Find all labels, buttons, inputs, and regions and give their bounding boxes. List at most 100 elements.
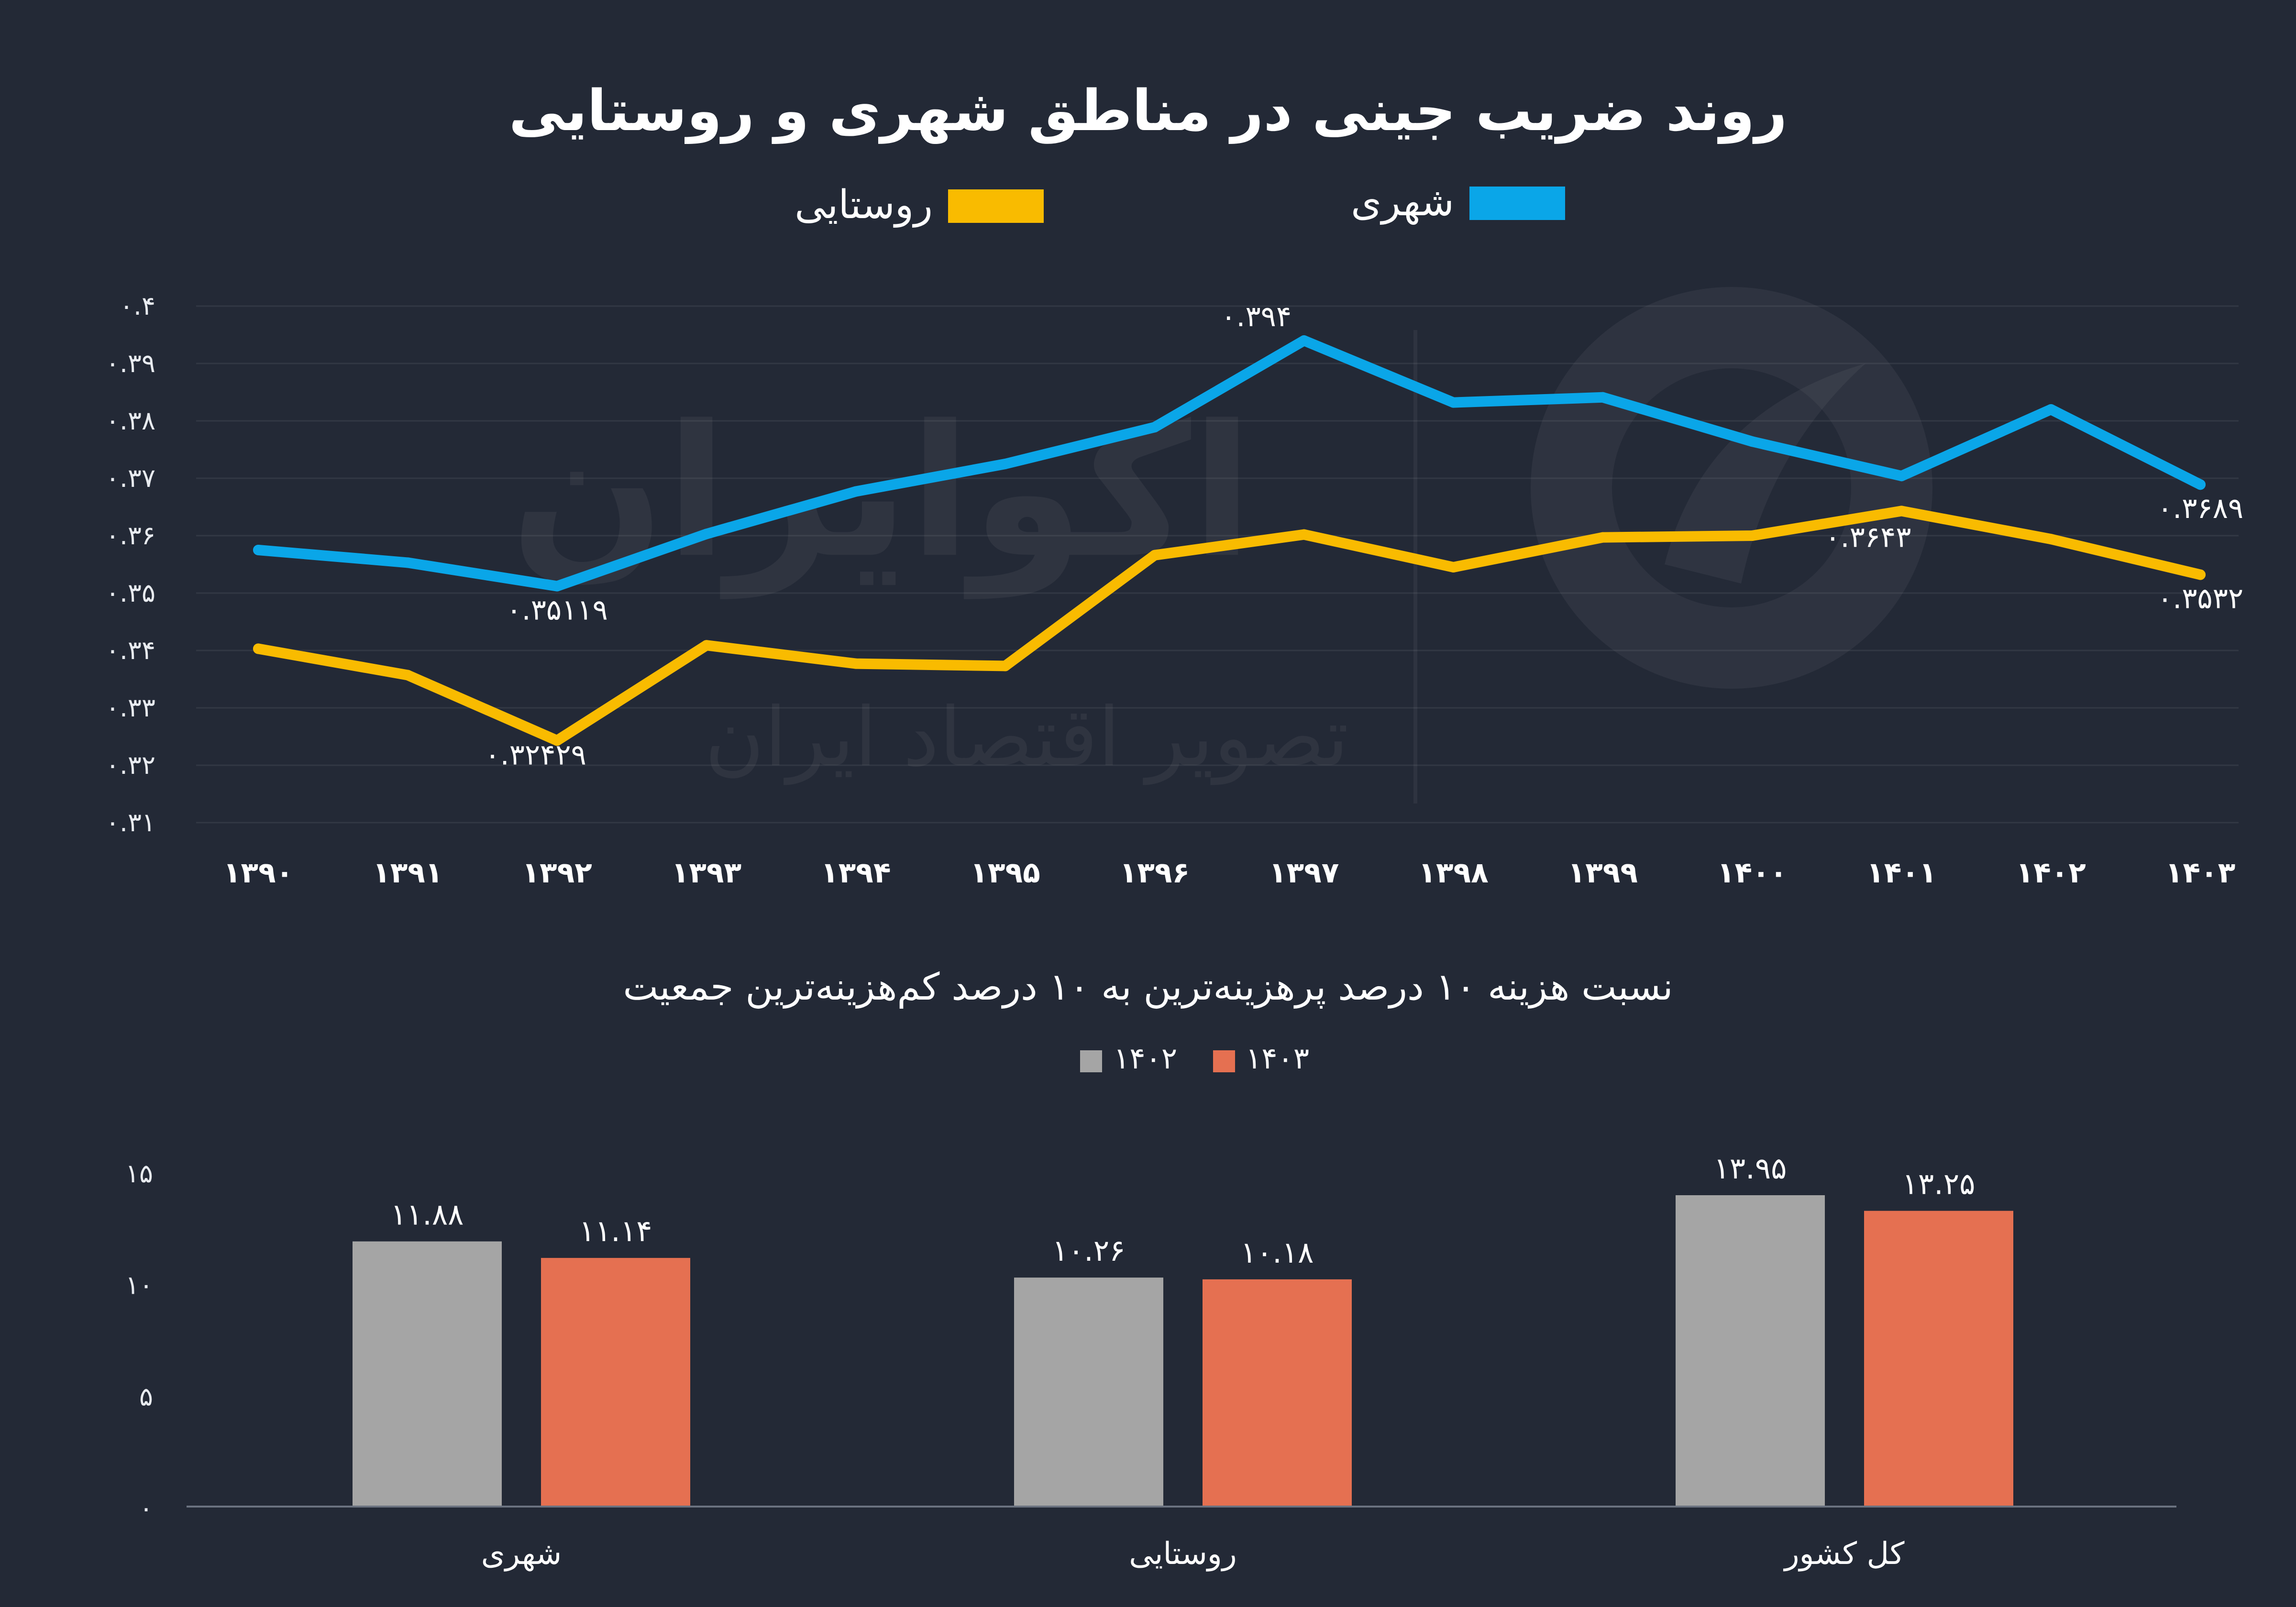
rural-series-line <box>253 506 2206 746</box>
bar-category-labels: شهری روستایی کل کشور <box>481 1536 1905 1572</box>
bar-y-tick-label: ۵ <box>139 1382 153 1412</box>
rural-point <box>253 643 264 654</box>
urban-point <box>1747 436 1758 447</box>
line-x-tick-label: ۱۳۹۵ <box>970 856 1040 890</box>
line-x-tick-label: ۱۳۹۷ <box>1269 856 1339 890</box>
line-x-tick-label: ۱۴۰۲ <box>2016 856 2086 890</box>
rural-point <box>552 735 563 746</box>
bar-category-label: روستایی <box>1129 1536 1236 1572</box>
rural-point <box>402 670 413 681</box>
rural-point <box>1896 506 1907 517</box>
urban-point <box>1149 422 1160 433</box>
rural-point <box>1299 529 1310 540</box>
bar-value-label: ۱۳.۹۵ <box>1714 1151 1787 1186</box>
rural-point <box>1000 660 1011 671</box>
rural-point <box>2045 534 2056 545</box>
line-x-tick-label: ۱۳۹۹ <box>1568 856 1638 890</box>
line-y-tick-label: ۰.۳۱ <box>106 807 155 837</box>
line-y-tick-label: ۰.۳۳ <box>106 693 155 723</box>
line-data-label: ۰.۳۵۱۱۹ <box>506 594 607 627</box>
line-y-tick-label: ۰.۳۴ <box>106 635 155 665</box>
bar-y-axis-ticks: ۱۵ ۱۰ ۵ ۰ <box>125 1158 153 1523</box>
line-data-labels: ۰.۳۵۱۱۹ ۰.۳۹۴ ۰.۳۶۸۹ ۰.۳۲۴۲۹ ۰.۳۶۴۳ ۰.۳۵۳۲ <box>485 300 2243 771</box>
bar-1403 <box>1864 1211 2013 1507</box>
urban-point <box>253 545 264 555</box>
legend-urban-swatch <box>1469 187 1565 220</box>
bar-value-label: ۱۱.۱۴ <box>579 1213 652 1248</box>
urban-point <box>1597 392 1608 403</box>
line-x-tick-label: ۱۳۹۲ <box>522 856 592 890</box>
line-gridlines <box>196 305 2239 824</box>
line-y-axis-ticks: ۰.۴ ۰.۳۹ ۰.۳۸ ۰.۳۷ ۰.۳۶ ۰.۳۵ ۰.۳۴ ۰.۳۳ ۰.۳۲ ۰.۳۱ <box>106 291 155 837</box>
urban-point <box>1299 335 1310 346</box>
urban-point <box>402 557 413 568</box>
bar-category-label: کل کشور <box>1783 1536 1905 1572</box>
legend-1402-label: ۱۴۰۲ <box>1114 1041 1177 1076</box>
line-x-tick-label: ۱۴۰۰ <box>1717 856 1787 890</box>
line-x-tick-label: ۱۳۹۰ <box>223 856 293 890</box>
urban-point <box>1000 459 1011 469</box>
bar-y-tick-label: ۱۵ <box>125 1158 153 1189</box>
bar-value-label: ۱۳.۲۵ <box>1902 1167 1976 1201</box>
urban-point <box>1896 471 1907 482</box>
bar-chart-title: نسبت هزینه ۱۰ درصد پرهزینه‌ترین به ۱۰ در… <box>623 966 1673 1009</box>
rural-point <box>850 658 861 669</box>
line-series-group <box>253 335 2206 746</box>
line-legend: شهری روستایی <box>795 179 1565 228</box>
line-y-tick-label: ۰.۳۸ <box>106 406 155 436</box>
line-y-tick-label: ۰.۳۹ <box>106 348 155 378</box>
bar-legend: ۱۴۰۲ ۱۴۰۳ <box>1080 1041 1309 1076</box>
legend-urban-label: شهری <box>1351 179 1454 225</box>
bar-y-tick-label: ۰ <box>139 1493 153 1523</box>
line-y-tick-label: ۰.۳۶ <box>106 520 155 550</box>
rural-point <box>1597 532 1608 543</box>
line-x-tick-label: ۱۳۹۳ <box>672 856 741 890</box>
line-x-tick-label: ۱۳۹۶ <box>1120 856 1190 890</box>
rural-point <box>1149 550 1160 561</box>
bar-value-label: ۱۱.۸۸ <box>391 1197 464 1232</box>
legend-1403-swatch <box>1213 1050 1235 1072</box>
line-x-tick-label: ۱۳۹۸ <box>1418 856 1488 890</box>
watermark-divider <box>1413 330 1417 804</box>
legend-1403-label: ۱۴۰۳ <box>1246 1041 1309 1076</box>
line-x-tick-label: ۱۳۹۴ <box>821 856 891 890</box>
line-y-tick-label: ۰.۳۲ <box>106 750 155 780</box>
bar-1403 <box>541 1258 690 1507</box>
urban-point <box>1448 397 1459 408</box>
bar-category-label: شهری <box>481 1536 562 1572</box>
rural-point <box>2195 569 2206 580</box>
line-x-axis-ticks: ۱۳۹۰ ۱۳۹۱ ۱۳۹۲ ۱۳۹۳ ۱۳۹۴ ۱۳۹۵ ۱۳۹۶ ۱۳۹۷ ۱۳۹۸ ۱۳۹۹… <box>223 856 2235 890</box>
bar-1402 <box>1014 1277 1163 1507</box>
rural-point <box>701 640 712 651</box>
line-x-tick-label: ۱۴۰۱ <box>1866 856 1936 890</box>
line-x-tick-label: ۱۳۹۱ <box>373 856 442 890</box>
bar-value-label: ۱۰.۱۸ <box>1241 1235 1314 1270</box>
bar-y-tick-label: ۱۰ <box>125 1270 153 1300</box>
bar-1402 <box>1676 1195 1825 1507</box>
legend-rural-swatch <box>948 189 1044 223</box>
bar-1402 <box>353 1241 502 1507</box>
rural-point <box>1747 530 1758 541</box>
watermark-logo-icon <box>1531 287 1932 689</box>
bar-bars-group <box>353 1195 2013 1507</box>
urban-point <box>850 486 861 497</box>
rural-point <box>1448 562 1459 572</box>
urban-point <box>2045 404 2056 415</box>
line-chart-title: روند ضریب جینی در مناطق شهری و روستایی <box>509 77 1788 144</box>
line-data-label: ۰.۳۶۸۹ <box>2157 492 2243 525</box>
urban-point <box>552 581 563 592</box>
urban-point <box>701 528 712 539</box>
bar-value-label: ۱۰.۲۶ <box>1052 1233 1126 1268</box>
bar-value-labels: ۱۱.۸۸ ۱۱.۱۴ ۱۰.۲۶ ۱۰.۱۸ ۱۳.۹۵ ۱۳.۲۵ <box>391 1151 1976 1270</box>
line-data-label: ۰.۳۶۴۳ <box>1825 520 1911 554</box>
watermark-tagline: تصویر اقتصاد ایران <box>705 690 1349 785</box>
line-y-tick-label: ۰.۳۷ <box>106 463 155 493</box>
legend-1402-swatch <box>1080 1050 1102 1072</box>
urban-series-line <box>253 335 2206 592</box>
line-x-tick-label: ۱۴۰۳ <box>2165 856 2235 890</box>
line-data-label: ۰.۳۲۴۲۹ <box>485 738 586 771</box>
line-y-tick-label: ۰.۴ <box>120 291 155 321</box>
urban-point <box>2195 479 2206 490</box>
